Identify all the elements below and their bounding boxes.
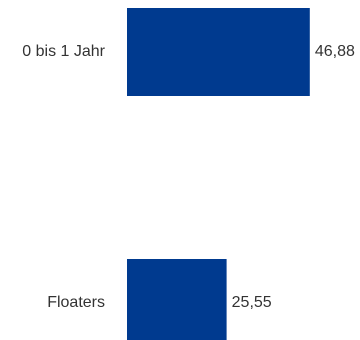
value-label-2: 25,55 <box>232 294 272 311</box>
value-label-1: 46,88 <box>315 43 355 60</box>
bar-1 <box>127 8 310 96</box>
category-label-2: Floaters <box>47 294 105 311</box>
category-label-1: 0 bis 1 Jahr <box>22 43 105 60</box>
bar-2 <box>127 259 227 340</box>
